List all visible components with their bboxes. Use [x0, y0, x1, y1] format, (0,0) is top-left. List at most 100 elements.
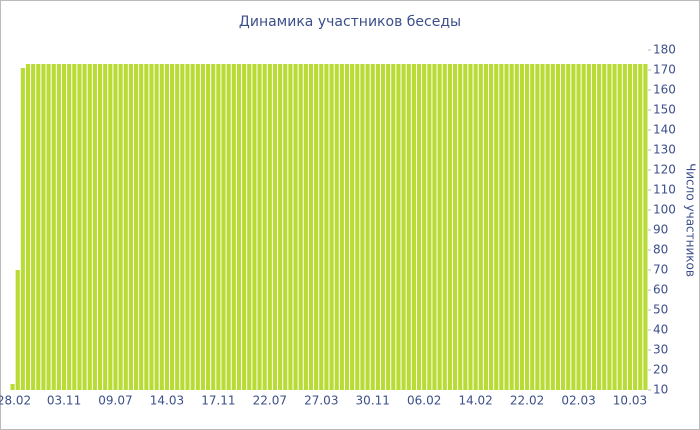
bar	[308, 64, 314, 390]
y-tick-label: 130	[653, 143, 676, 157]
y-tick-label: 150	[653, 103, 676, 117]
x-tick-label: 27.03	[304, 394, 338, 408]
bar	[540, 64, 545, 390]
bar	[293, 64, 298, 390]
bar	[319, 64, 324, 390]
bar	[72, 64, 77, 390]
bar	[401, 64, 406, 390]
bar	[180, 64, 185, 390]
bar	[612, 64, 617, 390]
bar	[602, 64, 607, 390]
bar	[133, 64, 139, 390]
bar	[627, 64, 633, 390]
bar	[622, 64, 627, 390]
bar	[427, 64, 432, 390]
bar	[103, 64, 108, 390]
bar	[159, 64, 164, 390]
y-tick-label: 120	[653, 163, 676, 177]
y-tick-label: 40	[653, 323, 668, 337]
bar	[97, 64, 103, 390]
bar	[15, 270, 20, 390]
bar	[350, 64, 355, 390]
bar	[185, 64, 190, 390]
bar	[190, 64, 195, 390]
bar	[61, 64, 67, 390]
bar	[77, 64, 82, 390]
bar	[391, 64, 396, 390]
x-tick-label: 06.02	[407, 394, 441, 408]
bar	[51, 64, 56, 390]
bar	[283, 64, 288, 390]
bar	[411, 64, 416, 390]
bar	[92, 64, 97, 390]
x-tick-label: 09.07	[98, 394, 132, 408]
y-tick-label: 70	[653, 263, 668, 277]
x-tick-label: 14.02	[458, 394, 492, 408]
bar	[200, 64, 206, 390]
bar	[586, 64, 591, 390]
bar	[195, 64, 200, 390]
bar	[41, 64, 46, 390]
bar	[314, 64, 319, 390]
bar	[175, 64, 180, 390]
bar	[468, 64, 473, 390]
bar	[463, 64, 468, 390]
x-tick-label: 30.11	[356, 394, 390, 408]
bar	[334, 64, 339, 390]
bar	[216, 64, 221, 390]
x-tick-label: 22.07	[253, 394, 287, 408]
bar	[262, 64, 267, 390]
y-tick-label: 100	[653, 203, 676, 217]
bar	[221, 64, 226, 390]
y-axis-title: Число участников	[684, 163, 698, 277]
bar	[355, 64, 360, 390]
bar	[566, 64, 571, 390]
bar	[432, 64, 437, 390]
bar	[344, 64, 350, 390]
x-tick-label: 22.02	[510, 394, 544, 408]
bar	[303, 64, 308, 390]
bar	[571, 64, 576, 390]
y-tick-label: 110	[653, 183, 676, 197]
bar	[67, 64, 72, 390]
bar	[154, 64, 159, 390]
bar	[247, 64, 252, 390]
bar	[144, 64, 149, 390]
y-tick-label: 80	[653, 243, 668, 257]
bar	[396, 64, 401, 390]
bar	[545, 64, 550, 390]
bar	[252, 64, 257, 390]
bar	[288, 64, 293, 390]
bar	[597, 64, 602, 390]
bar	[31, 64, 36, 390]
bar	[339, 64, 344, 390]
y-tick-label: 30	[653, 343, 668, 357]
bar	[380, 64, 386, 390]
bar	[458, 64, 463, 390]
bar	[473, 64, 478, 390]
bar	[478, 64, 483, 390]
bar	[118, 64, 123, 390]
bar	[123, 64, 128, 390]
bar	[617, 64, 622, 390]
bar	[489, 64, 494, 390]
bar	[36, 64, 41, 390]
bar	[25, 64, 31, 390]
y-tick-label: 160	[653, 83, 676, 97]
bar	[164, 64, 169, 390]
bar	[82, 64, 87, 390]
bar	[324, 64, 329, 390]
x-tick-label: 28.02	[0, 394, 31, 408]
bar	[561, 64, 566, 390]
bar	[406, 64, 411, 390]
chart-title: Динамика участников беседы	[239, 14, 461, 30]
bar	[257, 64, 262, 390]
bar	[607, 64, 612, 390]
x-tick-label: 10.03	[613, 394, 647, 408]
bar	[211, 64, 216, 390]
x-tick-label: 14.03	[150, 394, 184, 408]
bar	[278, 64, 283, 390]
bar	[360, 64, 365, 390]
bar	[206, 64, 211, 390]
y-tick-label: 50	[653, 303, 668, 317]
